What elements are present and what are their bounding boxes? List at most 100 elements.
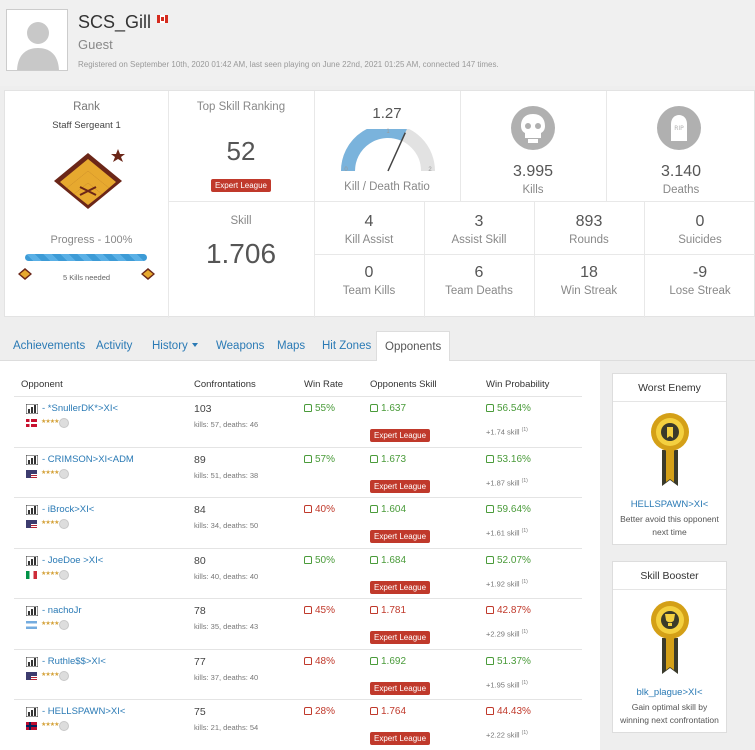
opponent-skill: 1.692 — [370, 656, 406, 667]
rank-stars-icon: ★★★★ — [41, 469, 59, 476]
opponent-skill: 1.781 — [370, 605, 406, 616]
col-header-opponents-skill: Opponents Skill — [370, 379, 437, 390]
tab-history[interactable]: History — [152, 331, 198, 361]
opponent-skill-value: 1.637 — [381, 403, 407, 414]
confrontations-count: 103 — [194, 403, 212, 415]
thumbs-up-icon — [486, 404, 494, 412]
divider — [534, 201, 535, 318]
skill-gain: +2.22 skill (1) — [486, 730, 528, 740]
confrontations-count: 77 — [194, 655, 206, 668]
win-streak-value: 18 — [580, 264, 598, 281]
win-probability-value: 44.43% — [497, 706, 531, 717]
tab-achievements[interactable]: Achievements — [13, 340, 86, 352]
worst-enemy-medal-icon — [650, 413, 689, 486]
worst-enemy-link[interactable]: HELLSPAWN>XI< — [630, 499, 709, 510]
next-rank-mini-icon — [141, 268, 155, 280]
tab-maps[interactable]: Maps — [277, 340, 306, 352]
thumbs-up-icon — [486, 555, 494, 564]
divider — [606, 91, 607, 201]
opponent-skill: 1.673 — [370, 454, 406, 465]
skill-booster-link[interactable]: blk_plague>XI< — [636, 687, 703, 698]
row-divider — [14, 396, 582, 397]
opponent-name-link[interactable]: - *SnullerDK*>XI< — [42, 403, 119, 414]
rank-placeholder-icon — [59, 519, 69, 529]
bar-chart-icon[interactable] — [26, 707, 38, 717]
kills-deaths: kills: 40, deaths: 40 — [194, 571, 259, 581]
confrontations-count: 84 — [194, 504, 206, 516]
bar-chart-icon[interactable] — [26, 404, 38, 414]
table-row: - iBrock>XI< ★★★★ 84 kills: 34, deaths: 50 4… — [0, 500, 600, 551]
opponent-skill: 1.764 — [370, 706, 406, 717]
tab-hit-zones[interactable]: Hit Zones — [322, 340, 372, 352]
opponent-name-link[interactable]: - nachoJr — [42, 605, 82, 616]
kills-deaths: kills: 21, deaths: 54 — [194, 723, 259, 732]
win-rate-value: 55% — [315, 403, 336, 414]
opponent-name-link[interactable]: - Ruthle$$>XI< — [42, 655, 106, 667]
win-probability-value: 56.54% — [497, 403, 531, 414]
skill-gain-value: +1.61 skill — [486, 528, 520, 538]
rank-placeholder-icon — [59, 468, 69, 479]
confrontations-count: 78 — [194, 605, 206, 617]
win-rate: 55% — [304, 403, 335, 414]
league-badge: Expert League — [210, 179, 272, 192]
opponent-name-link[interactable]: - iBrock>XI< — [42, 504, 95, 515]
country-flag-icon — [26, 570, 37, 579]
skill-gain: +1.61 skill (1) — [486, 528, 528, 538]
opponent-name-link[interactable]: - CRIMSON>XI<ADM — [42, 453, 134, 465]
opponent-name-link[interactable]: - HELLSPAWN>XI< — [42, 706, 126, 717]
bar-chart-icon[interactable] — [26, 656, 38, 667]
rank-name: Staff Sergeant 1 — [52, 120, 121, 131]
rank-placeholder-icon — [59, 670, 69, 681]
tab-opponents[interactable]: Opponents — [376, 331, 451, 362]
win-probability-value: 59.64% — [497, 504, 531, 515]
thumbs-up-icon — [486, 454, 494, 463]
skill-gain: +1.95 skill (1) — [486, 680, 528, 690]
skill-gain-value: +1.87 skill — [486, 478, 520, 487]
tab-activity[interactable]: Activity — [96, 340, 133, 352]
kills-deaths: kills: 35, deaths: 43 — [194, 622, 259, 631]
kills-deaths: kills: 57, deaths: 46 — [194, 420, 259, 429]
rank-placeholder-icon — [59, 620, 69, 630]
rank-label: Rank — [73, 101, 100, 113]
win-rate: 57% — [304, 454, 335, 465]
gauge-max: 2 — [428, 167, 432, 173]
rank-insignia-icon — [54, 149, 125, 209]
bar-chart-icon[interactable] — [26, 454, 38, 465]
skill-booster-text1: Gain optimal skill by — [631, 702, 708, 712]
skill-label: Skill — [230, 215, 252, 227]
worst-enemy-card: Worst Enemy HELLSPAWN>XI< Better avoid t… — [612, 373, 727, 545]
win-streak-label: Win Streak — [560, 285, 618, 297]
bar-chart-icon[interactable] — [26, 606, 38, 616]
thumbs-up-icon — [304, 454, 312, 463]
row-divider — [14, 547, 582, 549]
suicides-label: Suicides — [678, 234, 722, 246]
thumbs-down-icon — [304, 707, 312, 715]
footnote-marker: (1) — [521, 427, 528, 433]
divider — [460, 91, 461, 201]
tab-weapons[interactable]: Weapons — [216, 340, 265, 352]
thumbs-up-icon — [370, 454, 378, 463]
bar-chart-icon[interactable] — [26, 555, 38, 566]
opponent-name-link[interactable]: - JoeDoe >XI< — [42, 554, 104, 566]
caret-down-icon — [191, 343, 198, 347]
rank-stars-icon: ★★★★ — [41, 419, 59, 425]
worst-enemy-text1: Better avoid this opponent — [620, 514, 719, 524]
country-flag-icon — [26, 520, 37, 528]
win-probability-value: 42.87% — [497, 605, 531, 616]
win-probability-value: 51.37% — [497, 655, 531, 667]
canada-flag-icon — [157, 15, 169, 23]
thumbs-down-icon — [370, 707, 378, 715]
bar-chart-icon[interactable] — [26, 505, 38, 515]
team-kills-label: Team Kills — [342, 285, 396, 297]
win-probability: 59.64% — [486, 504, 531, 515]
country-flag-icon — [26, 671, 37, 680]
opponents-table: Opponent Confrontations Win Rate Opponen… — [0, 361, 600, 750]
footnote-marker: (1) — [521, 629, 528, 635]
col-header-confrontations: Confrontations — [194, 379, 256, 390]
win-probability-value: 52.07% — [497, 554, 531, 566]
thumbs-down-icon — [304, 656, 312, 665]
thumbs-down-icon — [304, 606, 312, 614]
table-row: - *SnullerDK*>XI< ★★★★ 103 kills: 57, death… — [0, 399, 600, 450]
rank-stars-icon: ★★★★ — [41, 671, 59, 678]
col-header-opponent: Opponent — [21, 379, 63, 390]
